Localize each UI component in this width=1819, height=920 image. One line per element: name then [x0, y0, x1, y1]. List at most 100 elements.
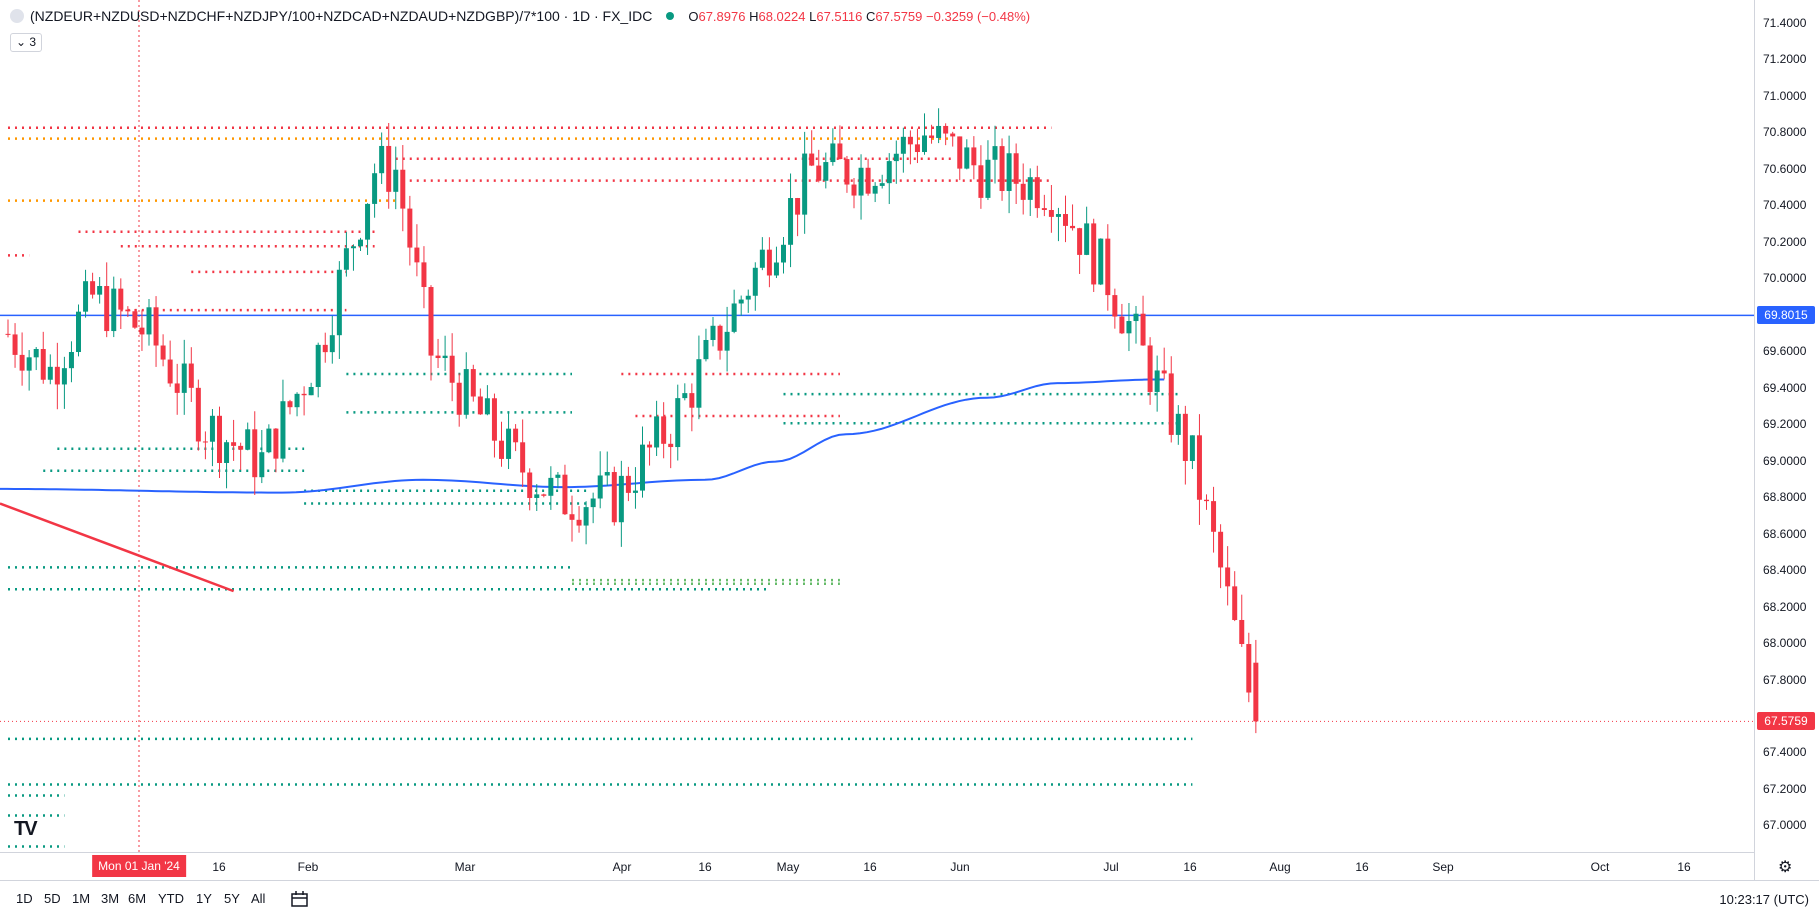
candle-body — [1091, 223, 1097, 285]
range-button-3m[interactable]: 3M — [101, 891, 120, 906]
candle-body — [273, 428, 279, 459]
range-button-ytd[interactable]: YTD — [158, 891, 184, 906]
candle-body — [555, 474, 561, 478]
candle-body — [802, 153, 808, 215]
range-button-1d[interactable]: 1D — [16, 891, 33, 906]
candle-body — [1175, 413, 1181, 435]
price-tick-label: 69.2000 — [1763, 417, 1807, 432]
candle-body — [372, 173, 378, 204]
candle-body — [647, 444, 653, 448]
candle-body — [343, 248, 349, 270]
candle-body — [1006, 153, 1012, 191]
candle-body — [541, 494, 547, 496]
range-button-all[interactable]: All — [251, 891, 266, 906]
calendar-range-icon[interactable] — [291, 891, 309, 907]
candle-body — [816, 165, 822, 181]
candle-body — [1239, 619, 1245, 645]
candle-body — [717, 325, 723, 351]
candle-body — [491, 398, 497, 441]
time-tick-label: 16 — [212, 860, 226, 874]
price-tick-label: 67.4000 — [1763, 745, 1807, 760]
candle-body — [795, 198, 801, 215]
candle-body — [668, 443, 674, 448]
candle-body — [590, 498, 596, 508]
candle-body — [1253, 662, 1259, 722]
price-axis[interactable]: 71.4000 71.2000 71.0000 70.8000 70.6000 70.40… — [1754, 0, 1819, 880]
candle-body — [506, 428, 512, 459]
range-button-6m[interactable]: 6M — [128, 891, 147, 906]
time-axis[interactable]: 16 Feb Mar Apr 16 May 16 Jun Jul 16 Aug 16 Sep Oct 16 M… — [0, 852, 1754, 881]
range-button-5d[interactable]: 5D — [44, 891, 61, 906]
time-tick-label: Sep — [1432, 860, 1454, 874]
candle-body — [513, 428, 519, 443]
candle-body — [1020, 183, 1026, 200]
price-tick-label: 71.4000 — [1763, 15, 1807, 30]
candle-body — [865, 167, 871, 194]
candle-body — [484, 398, 490, 415]
candle-body — [160, 345, 166, 360]
candle-body — [322, 344, 328, 353]
indicators-collapse-button[interactable]: ⌄ 3 — [10, 33, 43, 52]
candle-body — [365, 203, 371, 240]
candle-body — [238, 445, 244, 450]
candle-body — [386, 145, 392, 192]
candle-body — [872, 185, 878, 194]
candle-body — [1084, 223, 1090, 255]
time-tick-label: Jun — [950, 860, 970, 874]
candle-body — [604, 472, 610, 476]
time-tick-label: Feb — [297, 860, 319, 874]
price-tick-label: 68.0000 — [1763, 636, 1807, 651]
range-button-1m[interactable]: 1M — [72, 891, 91, 906]
tradingview-logo[interactable]: TV — [14, 818, 38, 840]
candle-body — [675, 398, 681, 448]
candle-body — [259, 452, 265, 478]
price-tick-label: 70.2000 — [1763, 234, 1807, 249]
last-price-badge[interactable]: 67.5759 — [1757, 712, 1815, 731]
time-tick-label: Mar — [454, 860, 476, 874]
candle-body — [936, 125, 942, 138]
range-button-5y[interactable]: 5Y — [224, 891, 240, 906]
candle-body — [477, 396, 483, 415]
candle-body — [111, 288, 117, 332]
candle-body — [943, 125, 949, 134]
candle-body — [766, 249, 772, 276]
price-tick-label: 69.0000 — [1763, 453, 1807, 468]
candle-body — [1119, 316, 1125, 334]
candle-body — [1168, 373, 1174, 435]
candle-body — [19, 354, 25, 371]
range-button-1y[interactable]: 1Y — [196, 891, 212, 906]
candle-body — [597, 475, 603, 499]
candle-body — [893, 153, 899, 162]
time-tick-label: 16 — [1677, 860, 1691, 874]
candle-body — [957, 136, 963, 169]
candle-body — [844, 159, 850, 185]
candle-body — [1161, 370, 1167, 374]
time-tick-label: May — [776, 860, 800, 874]
horizontal-line-price-badge[interactable]: 69.8015 — [1757, 306, 1815, 325]
symbol-title[interactable]: (NZDEUR+NZDUSD+NZDCHF+NZDJPY/100+NZDCAD+… — [30, 8, 653, 24]
price-tick-label: 71.2000 — [1763, 52, 1807, 67]
candle-body — [245, 429, 251, 450]
candle-body — [703, 339, 709, 360]
candle-body — [696, 359, 702, 408]
price-chart-plot[interactable] — [0, 0, 1754, 852]
symbol-icon[interactable] — [10, 9, 24, 23]
candle-body — [548, 477, 554, 496]
price-tick-label: 68.8000 — [1763, 490, 1807, 505]
gear-icon[interactable]: ⚙ — [1778, 859, 1793, 876]
candle-body — [625, 475, 631, 493]
candle-body — [1204, 499, 1209, 502]
candle-body — [759, 249, 765, 268]
candle-body — [146, 307, 152, 335]
candle-body — [1048, 209, 1054, 217]
time-tick-label: Aug — [1269, 860, 1291, 874]
candle-body — [315, 344, 321, 388]
price-tick-label: 67.8000 — [1763, 672, 1807, 687]
clock-label[interactable]: 10:23:17 (UTC) — [1719, 892, 1809, 907]
candle-body — [661, 416, 667, 444]
candle-body — [61, 368, 67, 385]
candle-body — [618, 475, 624, 523]
candle-body — [407, 208, 413, 248]
candle-body — [499, 440, 504, 459]
time-tick-label: Apr — [612, 860, 632, 874]
